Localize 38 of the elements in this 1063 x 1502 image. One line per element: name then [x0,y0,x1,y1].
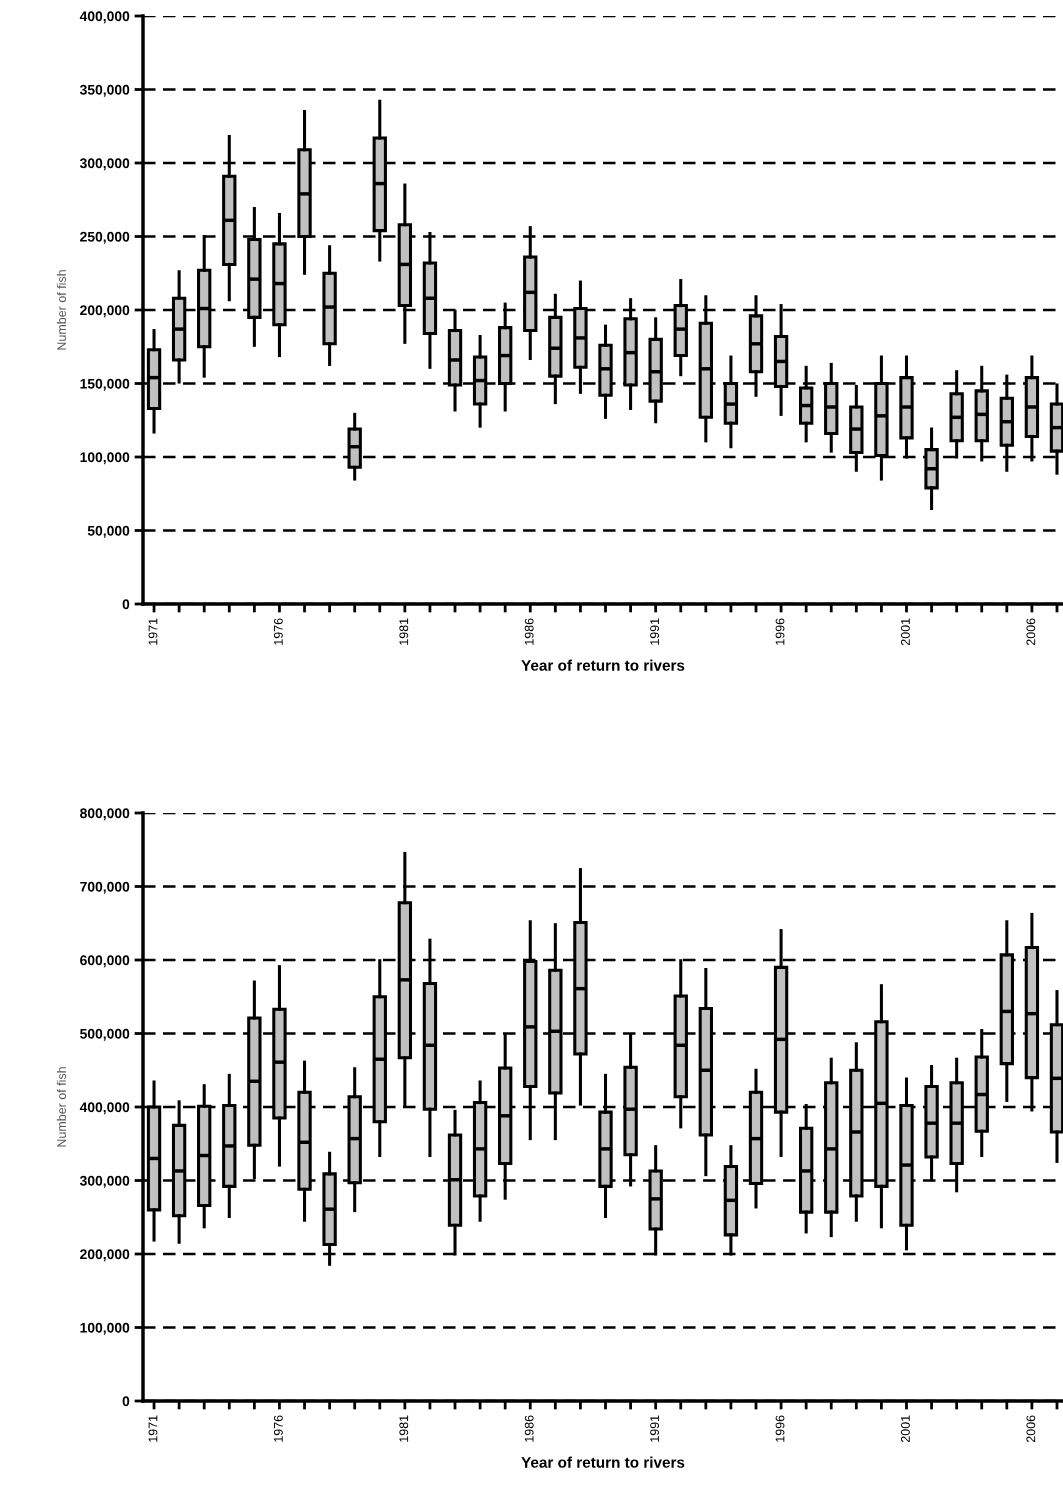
x-tick-label: 2001 [900,618,910,646]
y-tick-label: 300,000 [79,1175,130,1188]
y-tick-label: 200,000 [80,1249,130,1262]
y-tick-label: 500,000 [80,1028,130,1041]
y-tick-label: 0 [122,1396,130,1407]
x-tick-label: 1996 [775,618,785,645]
x-tick-label: 1976 [273,618,283,645]
x-tick-label: 1981 [399,1415,409,1442]
y-tick-label: 300,000 [79,158,130,171]
x-tick-label: 1986 [524,618,534,645]
y-tick-label: 350,000 [79,84,130,97]
x-tick-label: 1986 [524,1415,534,1442]
y-tick-label: 0 [122,599,130,610]
x-tick-label: 1976 [273,1415,283,1442]
x-tick-label: 1981 [399,618,409,645]
y-tick-label: 400,000 [79,11,130,24]
x-tick-label: 1971 [148,1415,158,1442]
x-tick-label: 1971 [148,618,158,645]
y-tick-label: 250,000 [80,231,130,244]
x-tick-label: 2006 [1026,618,1036,646]
x-tick-label: 1991 [650,1415,660,1442]
y-axis-title: Number of fish [56,1067,67,1147]
y-tick-label: 150,000 [80,378,130,391]
x-tick-label: 1996 [775,1415,785,1442]
y-axis-title: Number of fish [56,270,67,350]
y-tick-label: 100,000 [80,452,130,465]
y-tick-label: 200,000 [80,305,130,318]
x-axis-title: Year of return to rivers [521,659,685,671]
y-tick-label: 400,000 [79,1102,130,1115]
y-tick-label: 700,000 [80,881,130,894]
x-tick-label: 1991 [650,618,660,645]
y-tick-label: 50,000 [87,525,130,538]
y-tick-label: 100,000 [80,1322,130,1335]
x-tick-label: 2006 [1026,1415,1036,1443]
x-tick-label: 2001 [900,1415,910,1443]
y-tick-label: 600,000 [80,955,130,968]
y-tick-label: 800,000 [80,808,130,821]
x-axis-title: Year of return to rivers [521,1456,685,1468]
